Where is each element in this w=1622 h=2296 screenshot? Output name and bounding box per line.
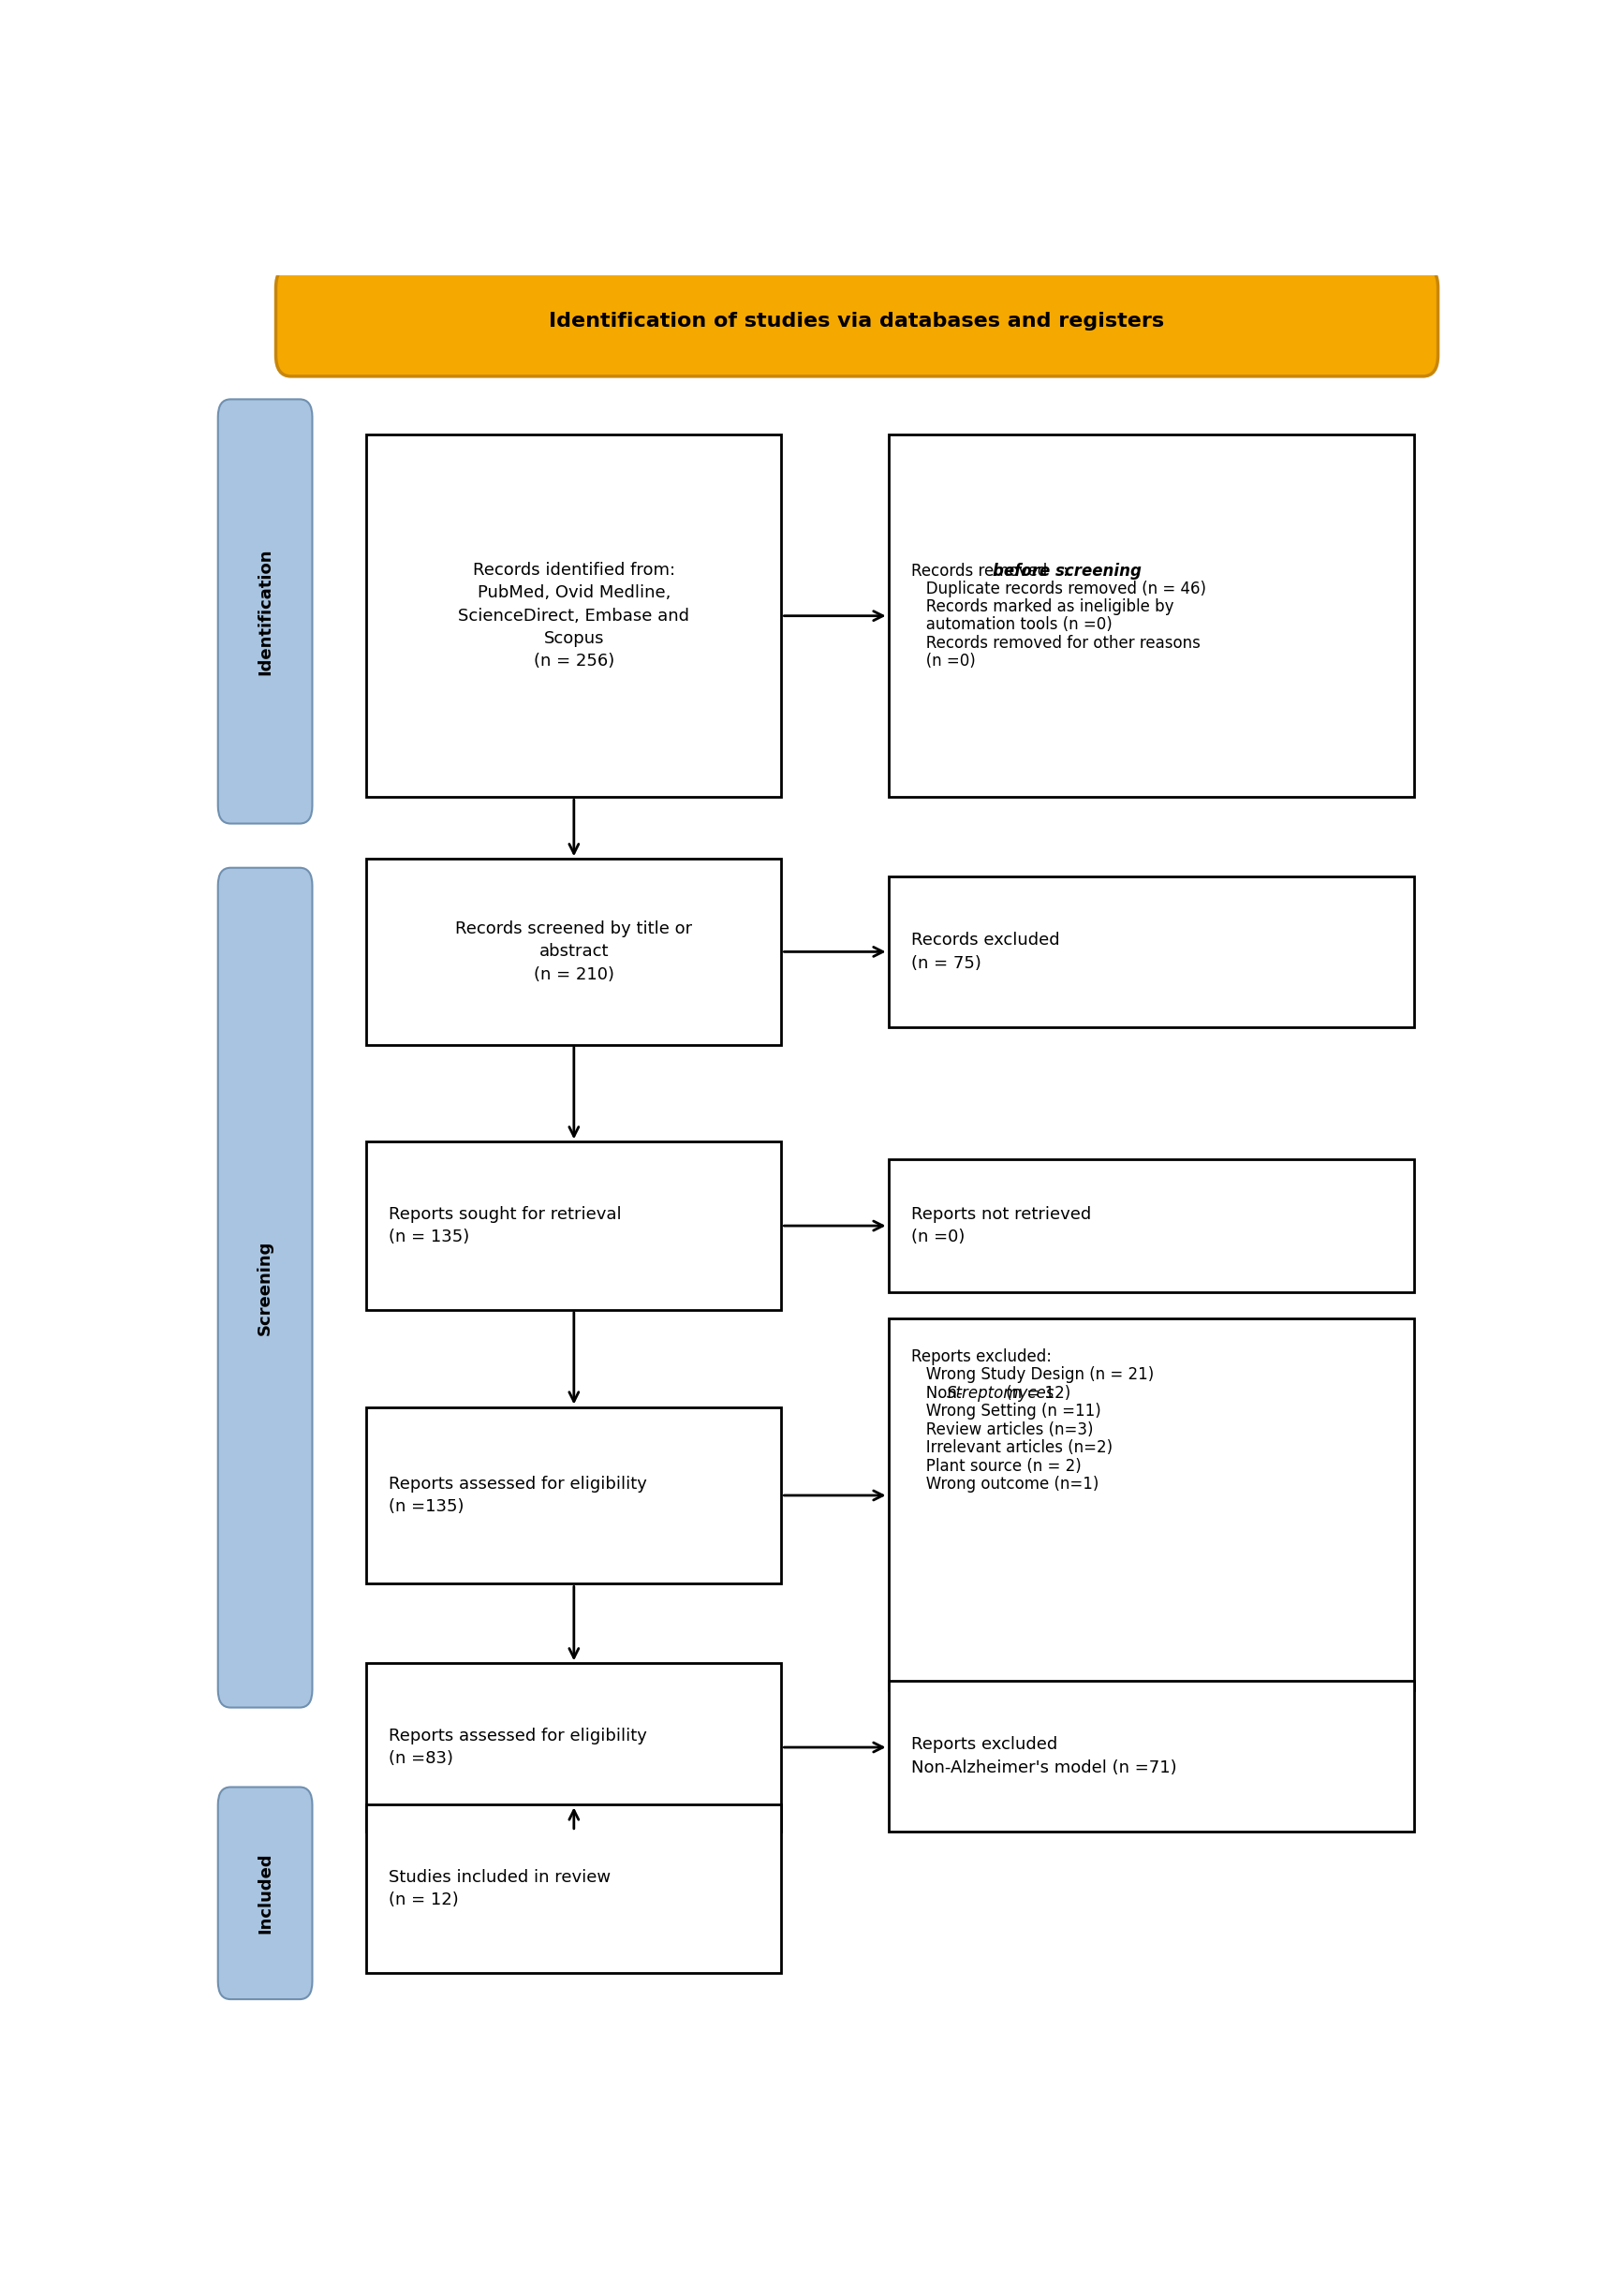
FancyBboxPatch shape: [887, 1318, 1413, 1690]
Text: Reports sought for retrieval
(n = 135): Reports sought for retrieval (n = 135): [389, 1205, 621, 1247]
Text: (n =0): (n =0): [910, 652, 975, 670]
FancyBboxPatch shape: [367, 1805, 782, 1972]
FancyBboxPatch shape: [887, 877, 1413, 1026]
Text: Identification of studies via databases and registers: Identification of studies via databases …: [548, 312, 1165, 331]
Text: Plant source (n = 2): Plant source (n = 2): [910, 1458, 1080, 1474]
Text: Reports excluded:: Reports excluded:: [910, 1348, 1051, 1366]
FancyBboxPatch shape: [217, 400, 311, 824]
Text: Included: Included: [256, 1853, 274, 1933]
Text: :: :: [1062, 563, 1067, 579]
Text: Records screened by title or
abstract
(n = 210): Records screened by title or abstract (n…: [456, 921, 693, 983]
Text: before screening: before screening: [993, 563, 1142, 579]
Text: Irrelevant articles (n=2): Irrelevant articles (n=2): [910, 1440, 1111, 1456]
Text: Records identified from:
PubMed, Ovid Medline,
ScienceDirect, Embase and
Scopus
: Records identified from: PubMed, Ovid Me…: [457, 563, 689, 670]
FancyBboxPatch shape: [887, 1681, 1413, 1832]
Text: Wrong outcome (n=1): Wrong outcome (n=1): [910, 1476, 1098, 1492]
Text: Non-: Non-: [910, 1384, 962, 1401]
FancyBboxPatch shape: [887, 434, 1413, 797]
Text: Records removed for other reasons: Records removed for other reasons: [910, 634, 1200, 652]
FancyBboxPatch shape: [367, 1141, 782, 1309]
FancyBboxPatch shape: [367, 1407, 782, 1584]
Text: Duplicate records removed (n = 46): Duplicate records removed (n = 46): [910, 581, 1205, 597]
FancyBboxPatch shape: [217, 1786, 311, 2000]
FancyBboxPatch shape: [367, 1662, 782, 1832]
FancyBboxPatch shape: [217, 868, 311, 1708]
Text: Screening: Screening: [256, 1240, 274, 1334]
Text: Reports assessed for eligibility
(n =83): Reports assessed for eligibility (n =83): [389, 1727, 647, 1768]
Text: Streptomyces: Streptomyces: [946, 1384, 1054, 1401]
Text: Records removed: Records removed: [910, 563, 1051, 579]
Text: Records excluded
(n = 75): Records excluded (n = 75): [910, 932, 1059, 971]
Text: Records marked as ineligible by: Records marked as ineligible by: [910, 599, 1173, 615]
Text: Wrong Setting (n =11): Wrong Setting (n =11): [910, 1403, 1100, 1419]
Text: Reports excluded
Non-Alzheimer's model (n =71): Reports excluded Non-Alzheimer's model (…: [910, 1736, 1176, 1777]
FancyBboxPatch shape: [887, 1159, 1413, 1293]
FancyBboxPatch shape: [276, 266, 1437, 377]
Text: Reports assessed for eligibility
(n =135): Reports assessed for eligibility (n =135…: [389, 1476, 647, 1515]
FancyBboxPatch shape: [367, 434, 782, 797]
Text: Reports not retrieved
(n =0): Reports not retrieved (n =0): [910, 1205, 1090, 1247]
Text: Review articles (n=3): Review articles (n=3): [910, 1421, 1093, 1437]
Text: Studies included in review
(n = 12): Studies included in review (n = 12): [389, 1869, 611, 1908]
Text: (n = 12): (n = 12): [1001, 1384, 1071, 1401]
FancyBboxPatch shape: [367, 859, 782, 1045]
Text: Wrong Study Design (n = 21): Wrong Study Design (n = 21): [910, 1366, 1153, 1384]
Text: Identification: Identification: [256, 549, 274, 675]
Text: automation tools (n =0): automation tools (n =0): [910, 615, 1111, 634]
